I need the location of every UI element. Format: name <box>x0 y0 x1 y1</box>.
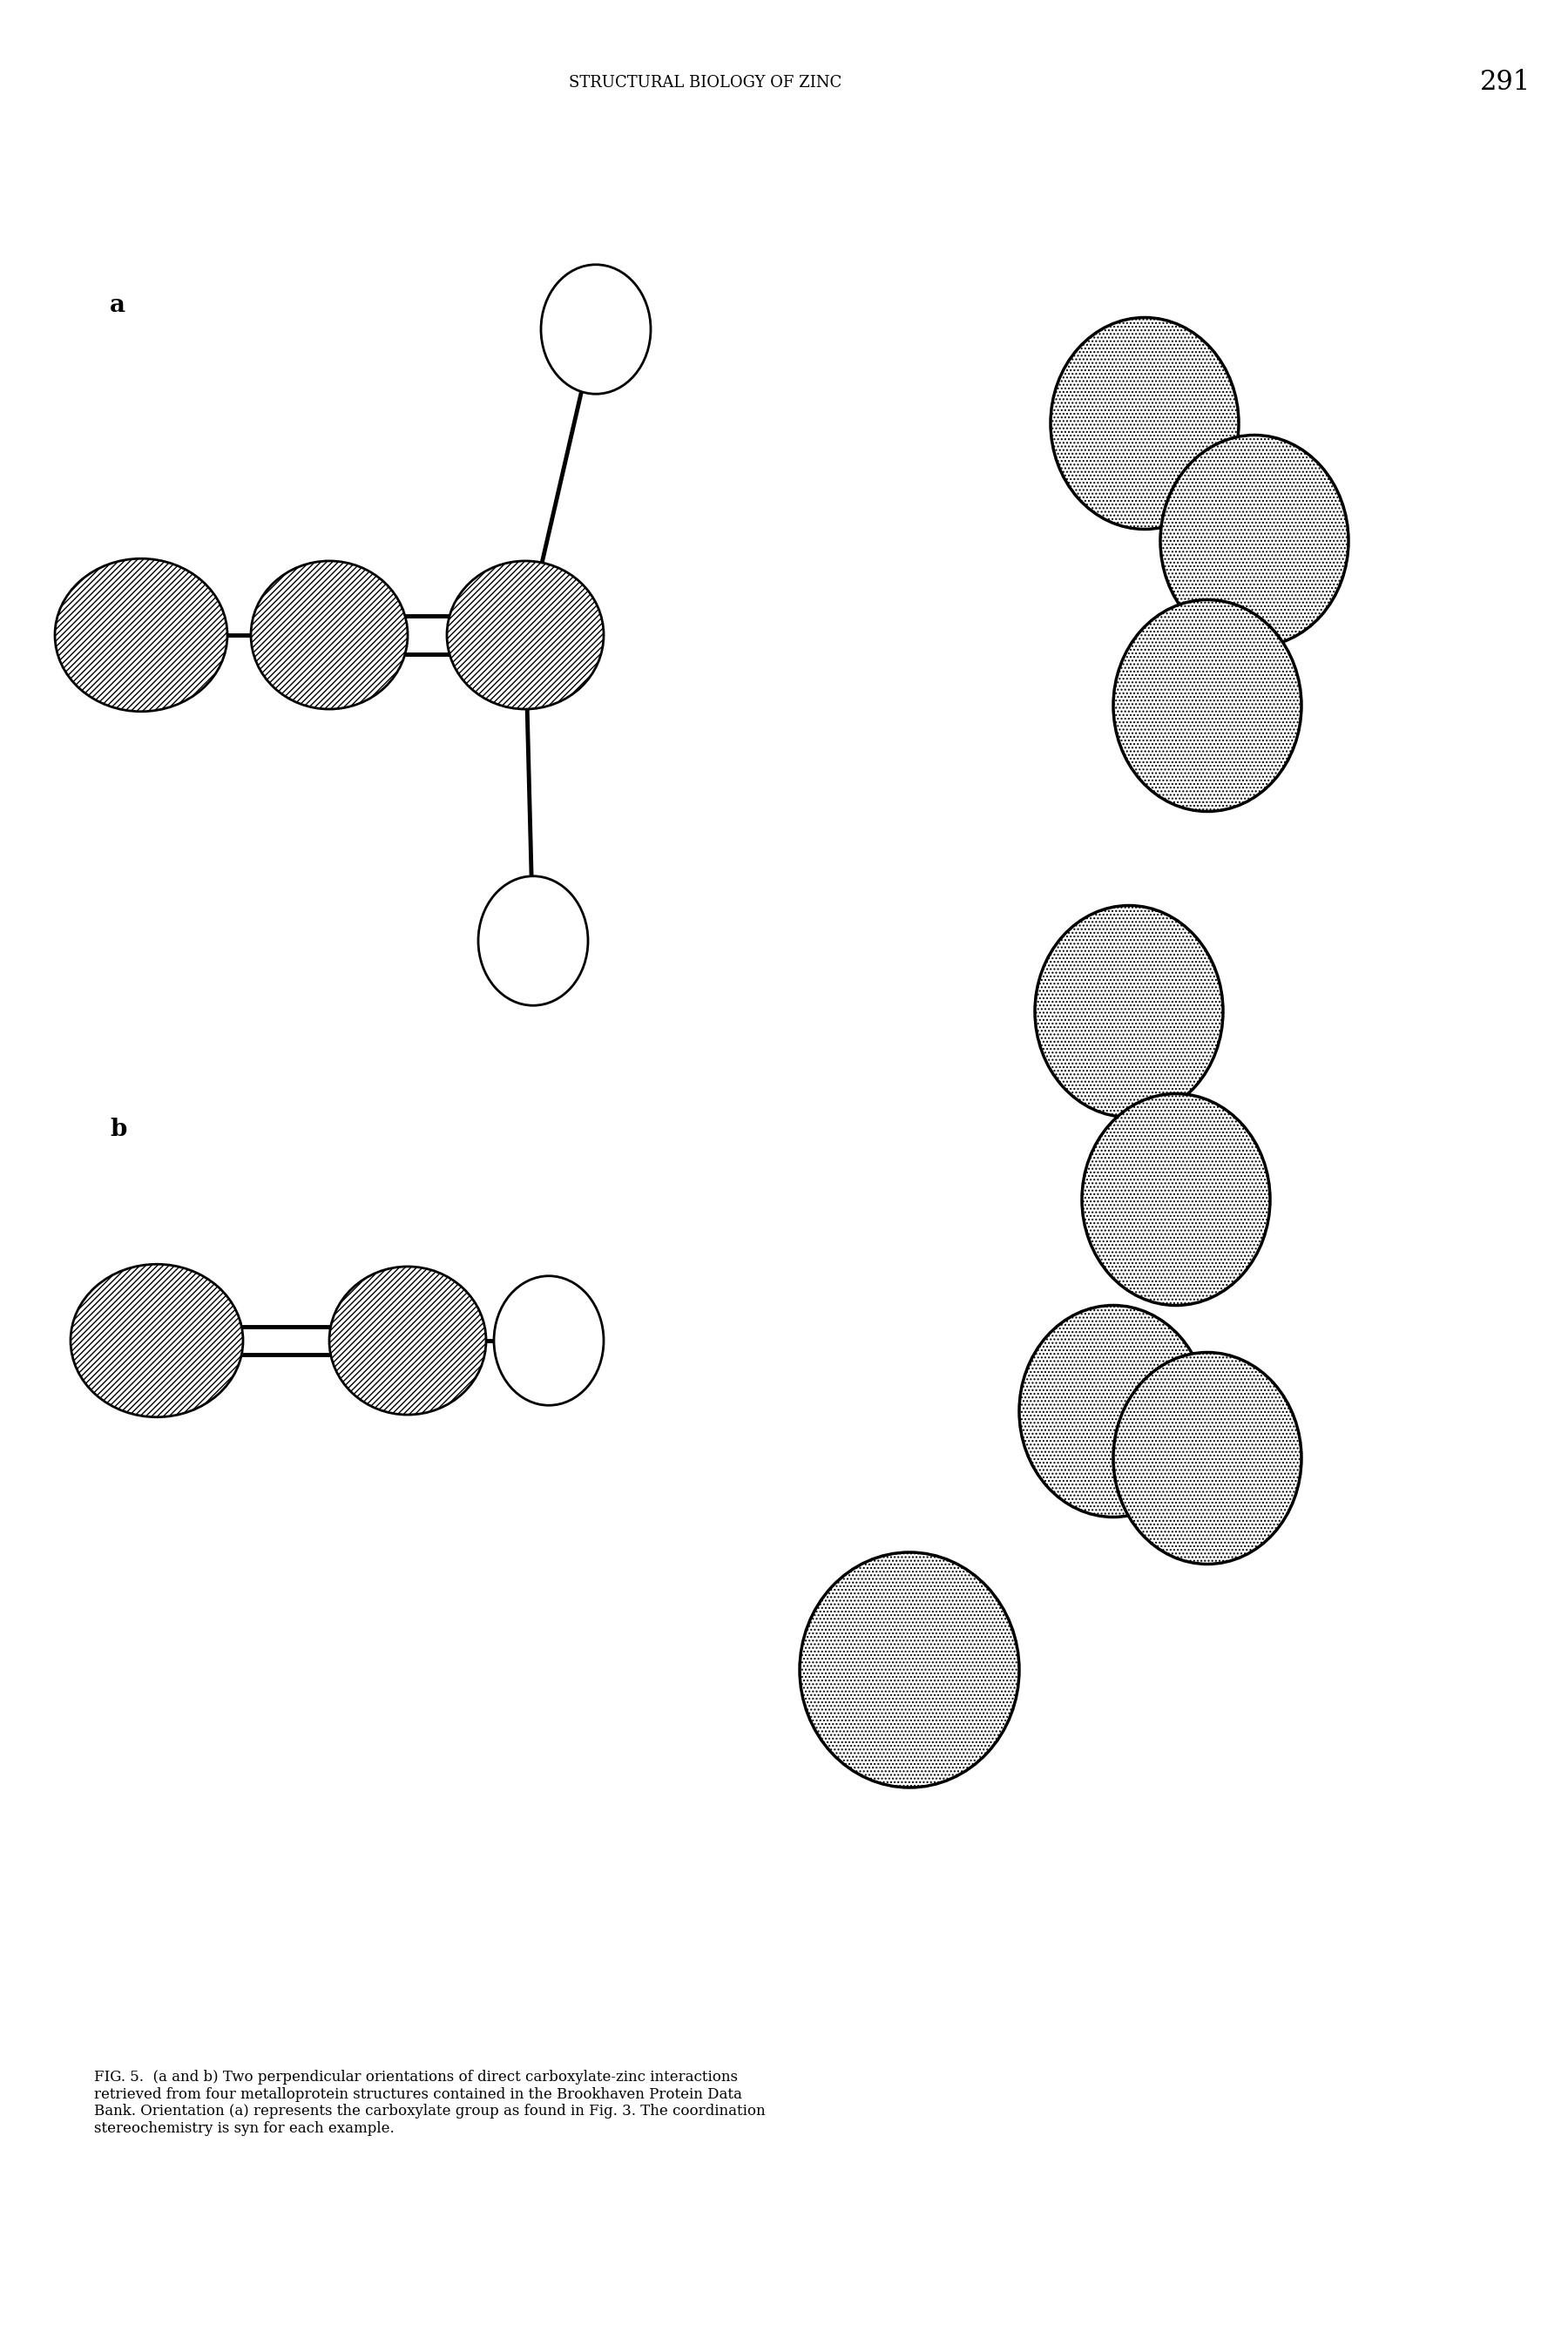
Text: STRUCTURAL BIOLOGY OF ZINC: STRUCTURAL BIOLOGY OF ZINC <box>569 75 842 89</box>
Ellipse shape <box>1051 318 1239 529</box>
Ellipse shape <box>447 560 604 710</box>
Ellipse shape <box>71 1265 243 1416</box>
Text: b: b <box>110 1117 127 1141</box>
Ellipse shape <box>1082 1094 1270 1305</box>
Ellipse shape <box>329 1265 486 1414</box>
Text: FIG. 5.  (a and b) Two perpendicular orientations of direct carboxylate-zinc int: FIG. 5. (a and b) Two perpendicular orie… <box>94 2070 765 2136</box>
Ellipse shape <box>478 877 588 1007</box>
Ellipse shape <box>55 560 227 710</box>
Ellipse shape <box>1113 1352 1301 1564</box>
Ellipse shape <box>494 1275 604 1406</box>
Ellipse shape <box>541 266 651 395</box>
Ellipse shape <box>251 560 408 710</box>
Ellipse shape <box>1113 600 1301 811</box>
Text: a: a <box>110 294 125 318</box>
Ellipse shape <box>1160 435 1348 647</box>
Ellipse shape <box>800 1552 1019 1788</box>
Ellipse shape <box>1035 906 1223 1117</box>
Text: 291: 291 <box>1480 68 1530 96</box>
Ellipse shape <box>1019 1305 1207 1517</box>
